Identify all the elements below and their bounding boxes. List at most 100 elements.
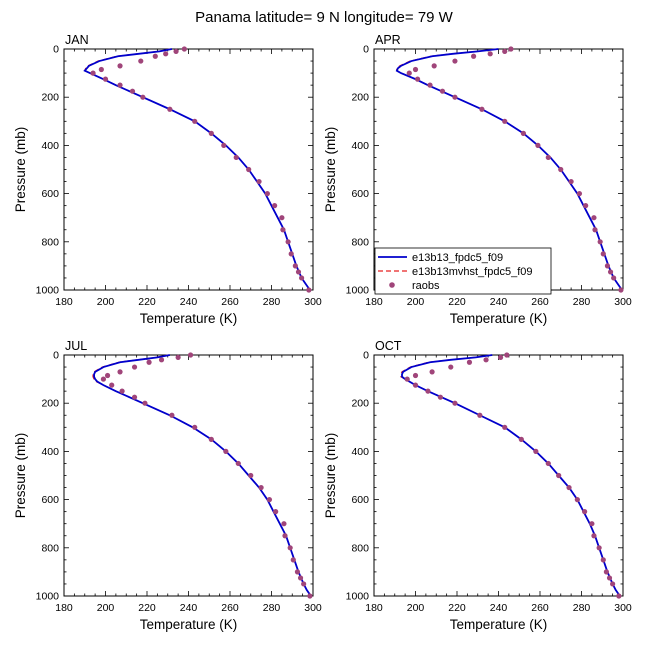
- raobs-point: [301, 581, 307, 587]
- raobs-point: [173, 48, 179, 55]
- raobs-point: [502, 118, 508, 124]
- raobs-point: [429, 369, 435, 375]
- raobs-point: [146, 359, 152, 365]
- raobs-point: [574, 497, 580, 503]
- raobs-point: [266, 497, 273, 503]
- raobs-point: [192, 118, 198, 124]
- x-tick-label: 200: [407, 296, 425, 308]
- y-tick-label: 600: [41, 188, 59, 200]
- raobs-point: [406, 70, 412, 76]
- x-tick-label: 280: [573, 602, 591, 614]
- raobs-point: [187, 352, 194, 358]
- raobs-point: [591, 215, 597, 221]
- raobs-point: [138, 58, 144, 64]
- y-tick-label: 600: [351, 188, 369, 200]
- raobs-point: [583, 203, 589, 209]
- legend-label: e13b13mvhst_fpdc5_f09: [412, 266, 532, 278]
- raobs-point: [558, 166, 564, 173]
- y-axis-label: Pressure (mb): [13, 127, 28, 213]
- raobs-point: [479, 106, 485, 112]
- raobs-point: [452, 400, 458, 406]
- raobs-point: [258, 484, 264, 491]
- raobs-point: [285, 239, 291, 245]
- x-tick-label: 240: [180, 296, 198, 308]
- x-tick-label: 220: [138, 602, 156, 614]
- raobs-point: [518, 436, 524, 442]
- raobs-point: [169, 412, 175, 418]
- y-tick-label: 400: [41, 446, 59, 458]
- raobs-point: [508, 46, 514, 52]
- panel-apr: APR 180 200 220 240 260 280 300 0 200 400 600 800 100…: [323, 33, 632, 326]
- raobs-point: [600, 557, 606, 563]
- raobs-point: [117, 82, 123, 88]
- y-tick-label: 200: [351, 398, 369, 410]
- raobs-point: [439, 88, 446, 94]
- raobs-point: [102, 76, 109, 82]
- legend-label: e13b13_fpdc5_f09: [412, 252, 503, 264]
- raobs-point: [158, 357, 165, 363]
- raobs-point: [412, 66, 419, 73]
- raobs-point: [616, 593, 622, 599]
- x-axis-label: Temperature (K): [450, 617, 548, 632]
- raobs-point: [618, 287, 624, 293]
- raobs-point: [256, 178, 262, 185]
- raobs-point: [483, 357, 489, 363]
- series-line-e13b13mvhst: [400, 354, 621, 597]
- raobs-point: [452, 94, 458, 100]
- figure-title: Panama latitude= 9 N longitude= 79 W: [195, 9, 454, 26]
- x-tick-label: 240: [180, 602, 198, 614]
- panels: JAN 180 200 220 240 260 280 300 0 200 400 600 800 100…: [13, 33, 632, 632]
- raobs-point: [591, 533, 597, 539]
- raobs-point: [235, 460, 241, 467]
- raobs-point: [248, 472, 254, 479]
- y-tick-label: 800: [351, 542, 369, 554]
- x-tick-label: 220: [448, 602, 466, 614]
- raobs-point: [487, 51, 493, 57]
- raobs-point: [287, 545, 293, 551]
- x-tick-label: 200: [407, 602, 425, 614]
- panel-jan: JAN 180 200 220 240 260 280 300 0 200 400 600 800 100…: [13, 33, 322, 326]
- raobs-point: [152, 53, 158, 59]
- raobs-point: [273, 509, 279, 515]
- raobs-point: [279, 215, 285, 221]
- y-tick-label: 0: [53, 350, 59, 362]
- raobs-point: [520, 130, 527, 136]
- raobs-point: [404, 376, 410, 382]
- raobs-point: [497, 354, 504, 361]
- raobs-point: [208, 130, 214, 136]
- raobs-point: [167, 106, 173, 112]
- y-tick-label: 400: [351, 140, 369, 152]
- raobs-point: [414, 76, 421, 82]
- x-axis-label: Temperature (K): [140, 311, 238, 326]
- raobs-point: [603, 569, 610, 575]
- raobs-point: [298, 275, 305, 281]
- x-tick-label: 260: [221, 296, 239, 308]
- raobs-point: [471, 53, 477, 59]
- legend-label: raobs: [412, 280, 440, 292]
- raobs-point: [100, 376, 107, 382]
- raobs-point: [140, 94, 146, 100]
- raobs-point: [90, 70, 96, 76]
- raobs-point: [502, 424, 508, 430]
- raobs-point: [535, 142, 541, 148]
- raobs-point: [272, 203, 278, 209]
- raobs-point: [607, 269, 614, 275]
- x-tick-label: 220: [138, 296, 156, 308]
- raobs-point: [131, 394, 138, 400]
- y-tick-label: 1000: [346, 285, 370, 297]
- raobs-point: [597, 239, 603, 245]
- y-tick-label: 200: [41, 398, 59, 410]
- raobs-point: [412, 382, 419, 388]
- raobs-point: [175, 354, 181, 361]
- raobs-point: [437, 394, 443, 400]
- raobs-point: [131, 364, 138, 370]
- x-tick-label: 180: [365, 602, 383, 614]
- y-tick-label: 800: [41, 542, 59, 554]
- raobs-point: [606, 575, 613, 581]
- raobs-point: [545, 460, 551, 467]
- raobs-point: [466, 359, 473, 365]
- x-tick-label: 260: [531, 296, 549, 308]
- raobs-point: [425, 388, 431, 394]
- y-tick-label: 600: [351, 494, 369, 506]
- legend-swatch-raobs: [389, 282, 395, 288]
